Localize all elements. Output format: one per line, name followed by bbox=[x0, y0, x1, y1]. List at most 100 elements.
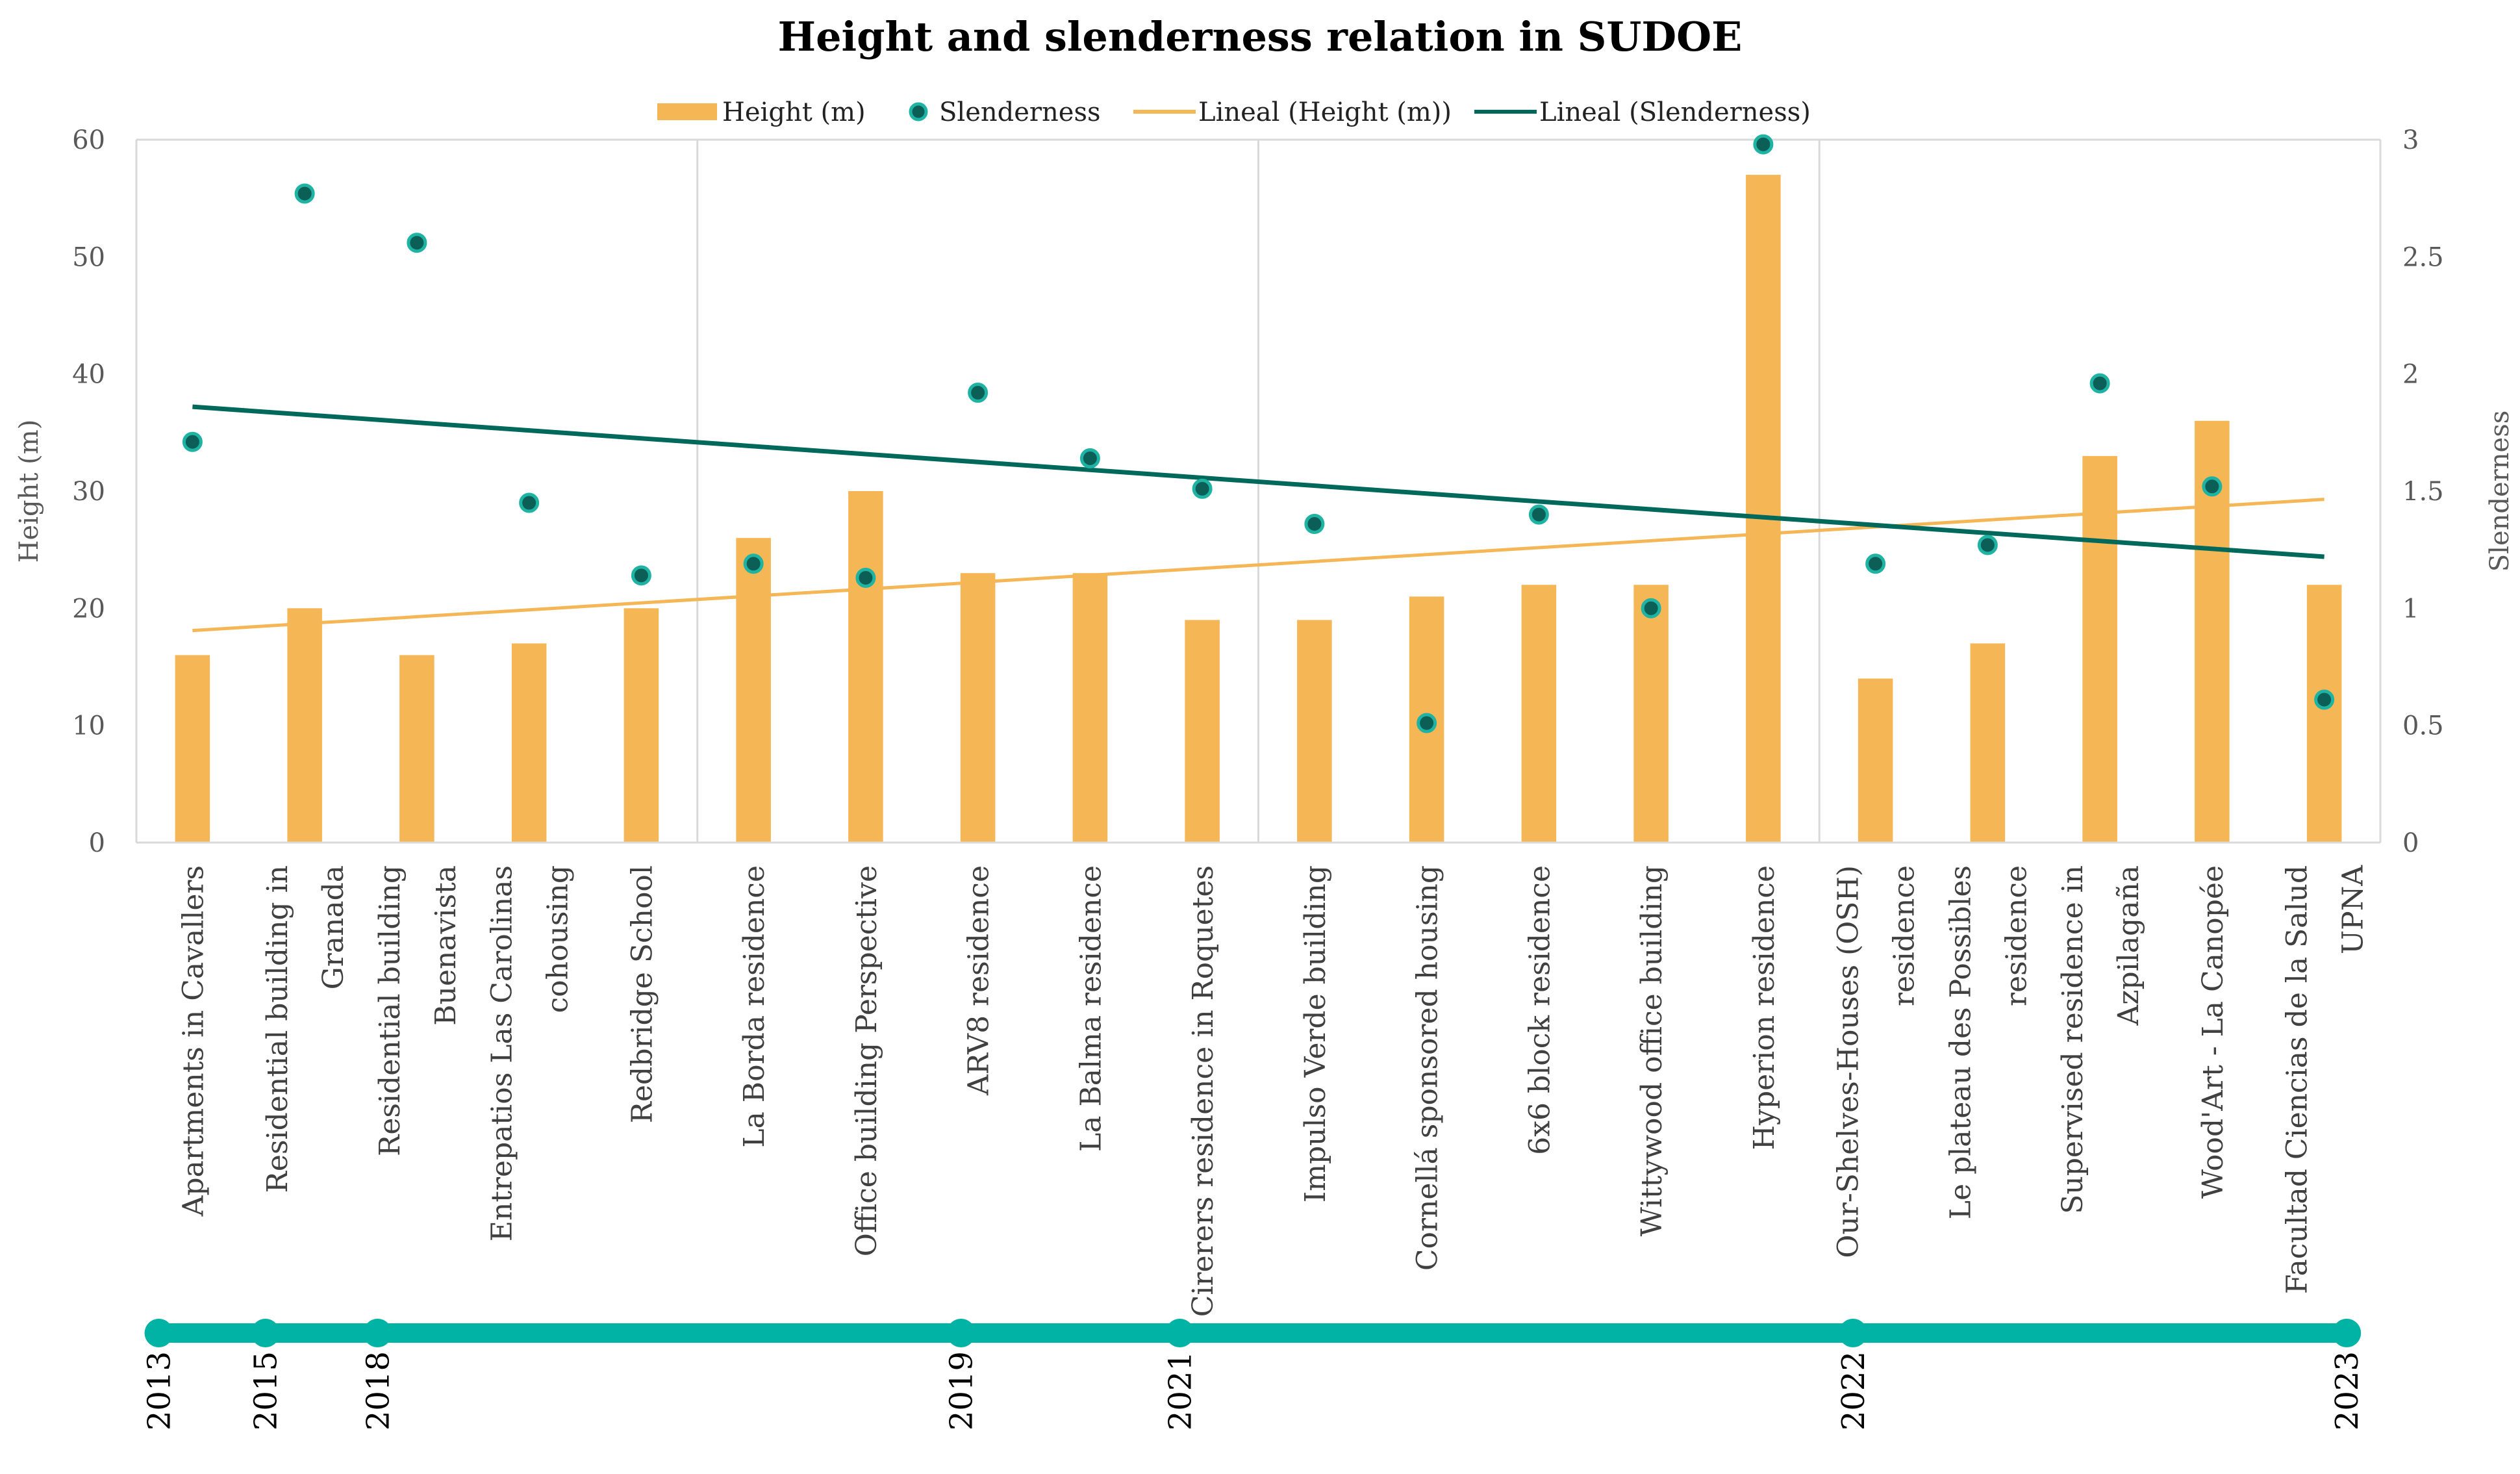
legend-item: Slenderness bbox=[909, 97, 1101, 127]
legend-label: Lineal (Slenderness) bbox=[1539, 97, 1811, 127]
legend-label: Lineal (Height (m)) bbox=[1198, 97, 1452, 127]
slenderness-point bbox=[1641, 598, 1661, 618]
slenderness-point bbox=[2202, 476, 2223, 497]
slenderness-point bbox=[1528, 504, 1549, 525]
category-label: Wittywood office building bbox=[1635, 865, 1669, 1236]
timeline-dot bbox=[1165, 1319, 1194, 1347]
category-label: Residential building in Granada bbox=[261, 865, 350, 1193]
category-label: Cirerers residence in Roquetes bbox=[1187, 865, 1220, 1317]
timeline-year-label: 2023 bbox=[2329, 1351, 2365, 1430]
bars bbox=[175, 175, 2342, 843]
height-bar bbox=[1970, 643, 2006, 843]
timeline-dot bbox=[251, 1319, 280, 1347]
category-label-line: ARV8 residence bbox=[963, 865, 996, 1096]
y-right-tick-label: 3 bbox=[2402, 125, 2419, 155]
slenderness-point bbox=[1192, 478, 1213, 499]
legend-item: Height (m) bbox=[657, 97, 866, 127]
legend-item: Lineal (Slenderness) bbox=[1474, 97, 1811, 127]
category-label-line: Supervised residence in bbox=[2056, 865, 2089, 1214]
category-label-line: Wood'Art - La Canopée bbox=[2197, 865, 2230, 1199]
height-bar bbox=[1633, 585, 1669, 843]
category-label-line: Le plateau des Possibles bbox=[1944, 865, 1977, 1219]
y-left-tick-label: 50 bbox=[72, 242, 105, 272]
y-right-tick-label: 2.5 bbox=[2402, 242, 2444, 272]
slenderness-point bbox=[631, 565, 651, 586]
timeline-dot bbox=[2332, 1319, 2362, 1347]
height-bar bbox=[736, 538, 771, 843]
slenderness-point bbox=[2089, 373, 2110, 394]
slenderness-point bbox=[1079, 448, 1100, 469]
slenderness-point bbox=[1865, 553, 1886, 574]
height-bar bbox=[511, 643, 547, 843]
slenderness-point bbox=[407, 233, 427, 253]
category-label-line: UPNA bbox=[2337, 865, 2370, 954]
category-label-line: Residential building in bbox=[261, 865, 294, 1193]
slenderness-point bbox=[519, 492, 540, 513]
axes: 0 10 20 30 40 50 60 0 0.5 1 1.5 2 2.5 3 Height (m) Slen… bbox=[14, 125, 2515, 858]
category-label: Supervised residence in Azpilagaña bbox=[2056, 865, 2145, 1214]
timeline-dot bbox=[144, 1319, 173, 1347]
y-left-tick-label: 30 bbox=[72, 477, 105, 507]
category-label: Residential building Buenavista bbox=[373, 865, 462, 1156]
category-label: Cornellá sponsored housing bbox=[1411, 865, 1444, 1271]
y-right-tick-label: 0 bbox=[2402, 828, 2419, 858]
slenderness-point bbox=[1977, 535, 1998, 555]
category-label-line: Granada bbox=[317, 865, 350, 989]
timeline-year-label: 2019 bbox=[944, 1351, 980, 1430]
y-right-axis-title: Slenderness bbox=[2485, 411, 2515, 572]
category-label-line: Buenavista bbox=[429, 865, 462, 1026]
category-label: Facultad Ciencias de la Salud UPNA bbox=[2281, 865, 2370, 1294]
slenderness-point bbox=[1304, 513, 1325, 534]
category-label-line: cohousing bbox=[542, 865, 575, 1013]
category-label-line: Hyperion residence bbox=[1748, 865, 1781, 1150]
legend-bar-swatch bbox=[657, 103, 717, 120]
category-label-line: Cirerers residence in Roquetes bbox=[1187, 865, 1220, 1317]
timeline-year-label: 2022 bbox=[1835, 1351, 1872, 1430]
height-bar bbox=[1521, 585, 1557, 843]
category-label: 6x6 block residence bbox=[1523, 865, 1556, 1155]
timeline-dot bbox=[363, 1319, 392, 1347]
y-left-tick-label: 60 bbox=[72, 125, 105, 155]
timeline-dot bbox=[1839, 1319, 1868, 1347]
category-label: Hyperion residence bbox=[1748, 865, 1781, 1150]
category-label-line: La Balma residence bbox=[1074, 865, 1107, 1152]
y-left-tick-label: 0 bbox=[89, 828, 105, 858]
legend-item: Lineal (Height (m)) bbox=[1133, 97, 1452, 127]
category-label-line: 6x6 block residence bbox=[1523, 865, 1556, 1155]
y-right-tick-label: 0.5 bbox=[2402, 711, 2444, 741]
height-bar bbox=[175, 655, 210, 843]
grid bbox=[135, 138, 2382, 843]
slenderness-point bbox=[1753, 134, 1774, 155]
timeline-year-label: 2013 bbox=[142, 1351, 178, 1430]
legend-label: Slenderness bbox=[939, 97, 1101, 127]
height-bar bbox=[1297, 620, 1332, 843]
slenderness-point bbox=[182, 431, 203, 452]
y-right-tick-label: 2 bbox=[2402, 360, 2419, 390]
legend-marker-swatch bbox=[909, 102, 928, 121]
legend: Height (m) Slenderness Lineal (Height (m))… bbox=[657, 97, 1811, 127]
category-label: La Balma residence bbox=[1074, 865, 1107, 1152]
slenderness-point bbox=[2314, 689, 2335, 710]
category-label-line: residence bbox=[1888, 865, 1921, 1006]
legend-label: Height (m) bbox=[722, 97, 866, 127]
height-bar bbox=[848, 491, 883, 843]
height-bar bbox=[287, 608, 322, 843]
category-label: La Borda residence bbox=[738, 865, 771, 1148]
category-label-line: Impulso Verde building bbox=[1299, 865, 1332, 1202]
trendline-slenderness bbox=[192, 404, 2325, 559]
category-label-line: Redbridge School bbox=[625, 865, 659, 1123]
category-label-line: Facultad Ciencias de la Salud bbox=[2281, 865, 2314, 1294]
category-label-line: La Borda residence bbox=[738, 865, 771, 1148]
category-label: Redbridge School bbox=[625, 865, 659, 1123]
trendline-height bbox=[192, 498, 2325, 633]
height-bar bbox=[624, 608, 659, 843]
category-label-line: Apartments in Cavallers bbox=[177, 865, 210, 1217]
slenderness-points bbox=[182, 134, 2335, 733]
category-label-line: Entrepatios Las Carolinas bbox=[486, 865, 519, 1241]
y-right-tick-label: 1 bbox=[2402, 594, 2419, 624]
category-label: Our-Shelves-Houses (OSH) residence bbox=[1832, 865, 1921, 1258]
height-bar bbox=[2306, 585, 2342, 843]
category-label: Le plateau des Possibles residence bbox=[1944, 865, 2033, 1219]
